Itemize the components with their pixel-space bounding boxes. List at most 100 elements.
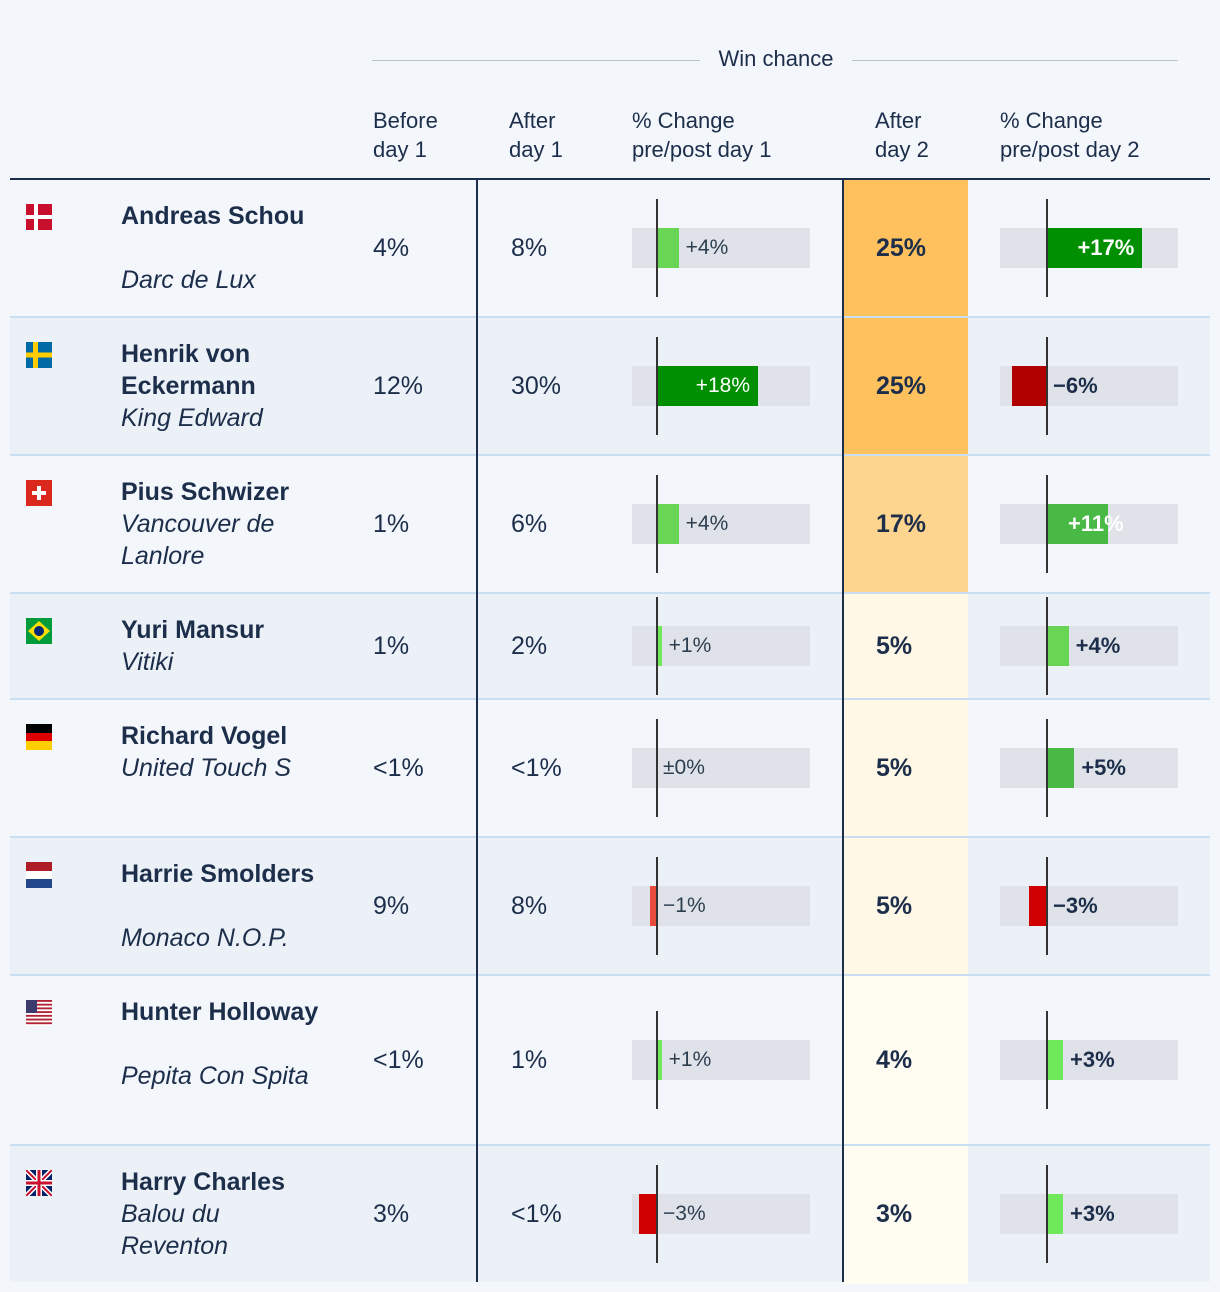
- row-separator: [10, 836, 1210, 838]
- before-day1-value: 4%: [373, 234, 410, 262]
- change-day2-bar: [1046, 1194, 1063, 1234]
- row-separator: [10, 1144, 1210, 1146]
- after-day2-cell: [843, 976, 968, 1146]
- rider-name: Henrik von Eckermann: [121, 340, 256, 400]
- after-day1-value: <1%: [511, 1200, 562, 1228]
- change-day2-bar: [1028, 886, 1046, 926]
- change-day2-label: +4%: [1075, 633, 1121, 658]
- change-day2-label: +17%: [1077, 235, 1135, 260]
- change-day1-bar: [656, 626, 662, 666]
- after-day1-value: <1%: [511, 754, 562, 782]
- after-day1-value: 2%: [511, 632, 548, 660]
- change-day2-track: [1000, 1194, 1178, 1234]
- row-separator: [10, 698, 1210, 700]
- change-day1-axis: [656, 199, 658, 297]
- before-day1-value: 1%: [373, 632, 410, 660]
- header-after-day2: After day 2: [875, 108, 929, 162]
- change-day2-axis: [1046, 1165, 1048, 1263]
- horse-name: United Touch S: [121, 754, 292, 782]
- change-day2-label: +11%: [1068, 511, 1124, 536]
- change-day2-bar: [1046, 748, 1075, 788]
- after-day2-cell: [843, 594, 968, 700]
- after-day2-value: 5%: [876, 754, 913, 782]
- horse-name: King Edward: [121, 404, 263, 432]
- row-separator: [10, 974, 1210, 976]
- after-day2-cell: [843, 180, 968, 318]
- brazil-flag-icon: [26, 618, 52, 644]
- horse-name: Darc de Lux: [121, 266, 256, 294]
- germany-flag-icon: [26, 724, 52, 750]
- before-day1-value: 1%: [373, 510, 410, 538]
- rider-name: Yuri Mansur: [121, 616, 265, 644]
- after-day2-cell: [843, 318, 968, 456]
- change-day2-axis: [1046, 857, 1048, 955]
- denmark-flag-icon: [26, 204, 52, 230]
- row-separator: [10, 592, 1210, 594]
- change-day2-label: −6%: [1053, 373, 1098, 398]
- rider-name: Hunter Holloway: [121, 998, 319, 1026]
- after-day2-value: 25%: [876, 234, 927, 262]
- change-day1-label: +4%: [685, 512, 729, 535]
- change-day1-axis: [656, 337, 658, 435]
- change-day1-bar: [656, 228, 679, 268]
- change-day2-axis: [1046, 199, 1048, 297]
- after-day2-cell: [843, 838, 968, 976]
- after-day2-cell: [843, 1146, 968, 1284]
- header-change-day1: % Change pre/post day 1: [632, 108, 772, 162]
- before-day1-value: 12%: [373, 372, 424, 400]
- change-day1-label: +4%: [685, 236, 729, 259]
- row-separator: [10, 316, 1210, 318]
- after-day2-value: 3%: [876, 1200, 913, 1228]
- change-day2-bar: [1011, 366, 1046, 406]
- change-day2-track: [1000, 1040, 1178, 1080]
- change-day2-track: [1000, 748, 1178, 788]
- after-day1-value: 8%: [511, 234, 548, 262]
- after-day2-value: 25%: [876, 372, 927, 400]
- column-divider-after-day2: [842, 180, 844, 1282]
- usa-flag-icon: [26, 1000, 52, 1026]
- change-day1-axis: [656, 1165, 658, 1263]
- change-day1-axis: [656, 597, 658, 695]
- row-separator: [10, 454, 1210, 456]
- after-day2-value: 5%: [876, 632, 913, 660]
- change-day2-label: −3%: [1053, 893, 1098, 918]
- header-rule: [10, 178, 1210, 180]
- change-day1-track: [632, 886, 810, 926]
- change-day1-label: −3%: [663, 1202, 706, 1225]
- after-day1-value: 1%: [511, 1046, 548, 1074]
- change-day2-axis: [1046, 597, 1048, 695]
- change-day2-bar: [1046, 1040, 1063, 1080]
- uk-flag-icon: [26, 1170, 52, 1196]
- change-day2-label: +3%: [1070, 1047, 1115, 1072]
- after-day2-cell: [843, 456, 968, 594]
- change-day1-axis: [656, 719, 658, 817]
- horse-name: Monaco N.O.P.: [121, 924, 289, 952]
- group-label: Win chance: [718, 46, 834, 71]
- change-day1-label: +1%: [668, 1048, 712, 1071]
- change-day1-track: [632, 748, 810, 788]
- before-day1-value: 3%: [373, 1200, 410, 1228]
- header-before-day1: Before day 1: [373, 108, 438, 162]
- change-day1-bar: [650, 886, 656, 926]
- header-change-day2: % Change pre/post day 2: [1000, 108, 1140, 162]
- group-line-left: [372, 60, 700, 61]
- change-day2-label: +5%: [1081, 755, 1126, 780]
- change-day1-bar: [656, 366, 758, 406]
- change-day1-label: ±0%: [663, 756, 705, 779]
- group-line-right: [852, 60, 1178, 61]
- change-day1-track: [632, 626, 810, 666]
- rider-name: Richard Vogel: [121, 722, 288, 750]
- change-day2-bar: [1046, 228, 1143, 268]
- horse-name: Vitiki: [121, 648, 174, 676]
- horse-name: Balou du Reventon: [121, 1200, 229, 1260]
- rider-name: Harrie Smolders: [121, 860, 315, 888]
- sweden-flag-icon: [26, 342, 52, 368]
- switzerland-flag-icon: [26, 480, 52, 506]
- rider-name: Harry Charles: [121, 1168, 285, 1196]
- after-day1-value: 30%: [511, 372, 562, 400]
- after-day2-cell: [843, 700, 968, 838]
- change-day2-axis: [1046, 337, 1048, 435]
- change-day1-bar: [656, 504, 679, 544]
- after-day2-value: 5%: [876, 892, 913, 920]
- horse-name: Pepita Con Spita: [121, 1062, 309, 1090]
